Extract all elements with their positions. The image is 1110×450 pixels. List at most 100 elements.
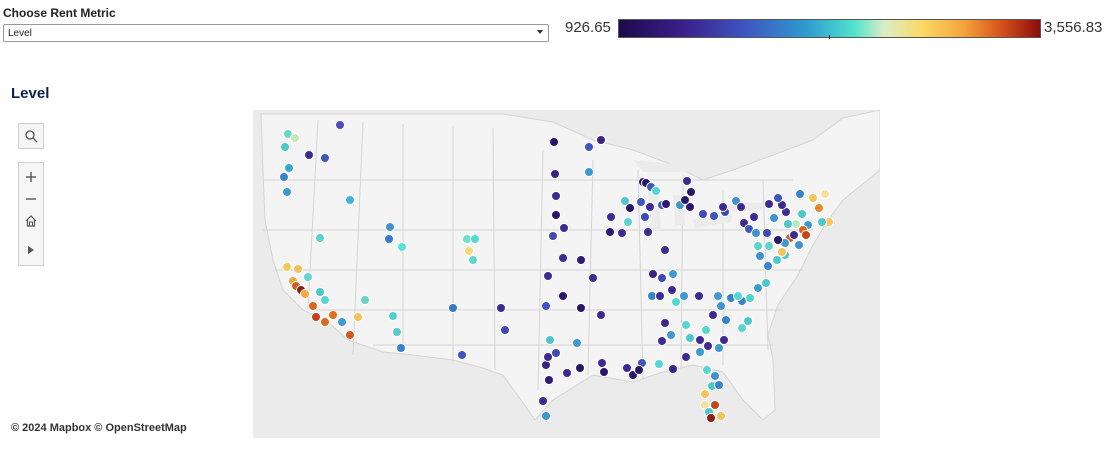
city-marker[interactable]: [496, 303, 506, 313]
city-marker[interactable]: [596, 135, 606, 145]
city-marker[interactable]: [548, 231, 558, 241]
city-marker[interactable]: [716, 411, 726, 421]
city-marker[interactable]: [584, 167, 594, 177]
city-marker[interactable]: [392, 327, 402, 337]
city-marker[interactable]: [769, 213, 779, 223]
city-marker[interactable]: [763, 261, 773, 271]
city-marker[interactable]: [681, 352, 691, 362]
city-marker[interactable]: [551, 348, 561, 358]
city-marker[interactable]: [660, 318, 670, 328]
city-marker[interactable]: [282, 187, 292, 197]
city-marker[interactable]: [772, 255, 782, 265]
city-marker[interactable]: [643, 227, 653, 237]
city-marker[interactable]: [721, 315, 731, 325]
city-marker[interactable]: [584, 142, 594, 152]
city-marker[interactable]: [308, 301, 318, 311]
city-marker[interactable]: [814, 203, 824, 213]
city-marker[interactable]: [716, 301, 726, 311]
city-marker[interactable]: [706, 413, 716, 423]
city-marker[interactable]: [572, 338, 582, 348]
city-marker[interactable]: [714, 380, 724, 390]
tool-search[interactable]: [18, 123, 44, 149]
city-marker[interactable]: [648, 269, 658, 279]
city-marker[interactable]: [703, 341, 713, 351]
city-marker[interactable]: [761, 278, 771, 288]
city-marker[interactable]: [588, 273, 598, 283]
city-marker[interactable]: [698, 209, 708, 219]
city-marker[interactable]: [702, 365, 712, 375]
city-marker[interactable]: [681, 320, 691, 330]
city-marker[interactable]: [328, 310, 338, 320]
city-marker[interactable]: [562, 368, 572, 378]
city-marker[interactable]: [279, 172, 289, 182]
city-marker[interactable]: [794, 240, 804, 250]
city-marker[interactable]: [640, 212, 650, 222]
city-marker[interactable]: [654, 359, 664, 369]
city-marker[interactable]: [335, 120, 345, 130]
city-marker[interactable]: [541, 301, 551, 311]
city-marker[interactable]: [808, 193, 818, 203]
city-marker[interactable]: [623, 217, 633, 227]
city-marker[interactable]: [575, 363, 585, 373]
chevron-down-icon[interactable]: [537, 30, 543, 34]
city-marker[interactable]: [668, 364, 678, 374]
city-marker[interactable]: [660, 245, 670, 255]
city-marker[interactable]: [576, 303, 586, 313]
city-marker[interactable]: [543, 352, 553, 362]
city-marker[interactable]: [773, 235, 783, 245]
city-marker[interactable]: [743, 316, 753, 326]
city-marker[interactable]: [700, 389, 710, 399]
city-marker[interactable]: [284, 163, 294, 173]
city-marker[interactable]: [795, 189, 805, 199]
play-icon[interactable]: [19, 238, 43, 262]
city-marker[interactable]: [599, 367, 609, 377]
city-marker[interactable]: [388, 311, 398, 321]
search-icon[interactable]: [19, 124, 43, 148]
city-marker[interactable]: [773, 193, 783, 203]
city-marker[interactable]: [686, 187, 696, 197]
city-marker[interactable]: [545, 335, 555, 345]
city-marker[interactable]: [682, 176, 692, 186]
city-marker[interactable]: [651, 186, 661, 196]
city-marker[interactable]: [549, 137, 559, 147]
city-marker[interactable]: [345, 195, 355, 205]
city-marker[interactable]: [468, 255, 478, 265]
city-marker[interactable]: [293, 264, 303, 274]
city-marker[interactable]: [777, 247, 787, 257]
city-marker[interactable]: [753, 241, 763, 251]
city-marker[interactable]: [620, 196, 630, 206]
city-marker[interactable]: [718, 202, 728, 212]
city-marker[interactable]: [764, 241, 774, 251]
city-marker[interactable]: [713, 291, 723, 301]
city-marker[interactable]: [337, 317, 347, 327]
city-marker[interactable]: [694, 291, 704, 301]
city-marker[interactable]: [783, 219, 793, 229]
city-marker[interactable]: [695, 347, 705, 357]
city-marker[interactable]: [551, 191, 561, 201]
city-marker[interactable]: [753, 283, 763, 293]
city-marker[interactable]: [353, 312, 363, 322]
city-marker[interactable]: [544, 375, 554, 385]
city-marker[interactable]: [558, 253, 568, 263]
city-marker[interactable]: [745, 293, 755, 303]
city-marker[interactable]: [634, 365, 644, 375]
city-marker[interactable]: [657, 336, 667, 346]
city-marker[interactable]: [576, 255, 586, 265]
city-marker[interactable]: [606, 212, 616, 222]
city-marker[interactable]: [749, 212, 759, 222]
city-marker[interactable]: [448, 303, 458, 313]
city-marker[interactable]: [384, 234, 394, 244]
city-marker[interactable]: [762, 228, 772, 238]
city-marker[interactable]: [685, 333, 695, 343]
city-marker[interactable]: [685, 202, 695, 212]
city-marker[interactable]: [551, 210, 561, 220]
city-marker[interactable]: [764, 199, 774, 209]
zoom-in-icon[interactable]: [19, 165, 43, 189]
city-marker[interactable]: [671, 297, 681, 307]
city-marker[interactable]: [315, 233, 325, 243]
zoom-out-icon[interactable]: [19, 187, 43, 211]
city-marker[interactable]: [311, 312, 321, 322]
city-marker[interactable]: [820, 189, 830, 199]
city-marker[interactable]: [541, 411, 551, 421]
city-marker[interactable]: [797, 209, 807, 219]
